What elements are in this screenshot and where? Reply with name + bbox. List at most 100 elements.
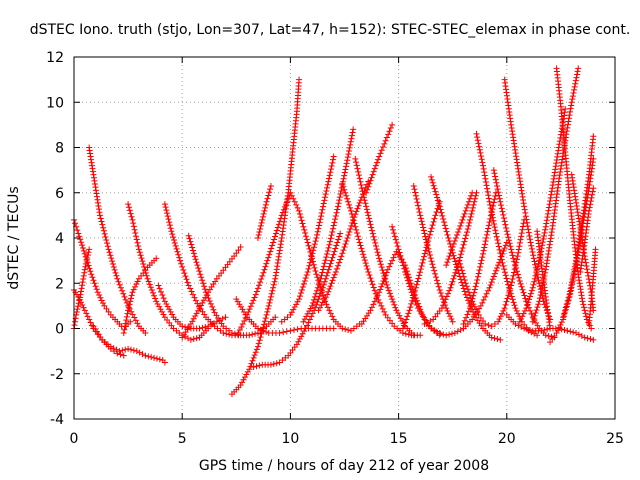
data-point [121, 326, 128, 333]
data-point [426, 231, 433, 238]
data-point [250, 354, 257, 361]
data-point [488, 323, 495, 330]
data-point [464, 311, 471, 318]
data-point [564, 124, 571, 131]
data-point [124, 310, 131, 317]
data-point [495, 189, 502, 196]
data-point [544, 326, 551, 333]
data-point [301, 316, 308, 323]
data-point [332, 245, 339, 252]
data-point [360, 254, 367, 261]
data-point [151, 354, 158, 361]
data-point [417, 212, 424, 219]
data-point [568, 99, 575, 106]
data-point [503, 298, 510, 305]
data-point [431, 267, 438, 274]
data-point [369, 171, 376, 178]
data-point [528, 287, 535, 294]
data-point [405, 310, 412, 317]
data-point [332, 268, 339, 275]
data-point [451, 272, 458, 279]
data-point [543, 220, 550, 227]
data-point [188, 241, 195, 248]
data-point [318, 209, 325, 216]
data-point [159, 308, 166, 315]
data-point [348, 222, 355, 229]
data-point [81, 266, 88, 273]
data-point [494, 237, 501, 244]
data-point [441, 299, 448, 306]
data-point [430, 264, 437, 271]
data-point [529, 284, 536, 291]
data-point [299, 330, 306, 337]
data-point [381, 275, 388, 282]
data-point [548, 188, 555, 195]
data-point [321, 260, 328, 267]
data-point [396, 312, 403, 319]
data-point [560, 310, 567, 317]
data-point [505, 284, 512, 291]
data-point [532, 272, 539, 279]
data-point [590, 336, 597, 343]
data-point [125, 204, 132, 211]
data-point [269, 242, 276, 249]
data-point [129, 216, 136, 223]
x-tick-label: 25 [606, 431, 624, 447]
data-point [265, 302, 272, 309]
data-point [580, 304, 587, 311]
data-point [428, 176, 435, 183]
data-point [574, 68, 581, 75]
data-point [269, 287, 276, 294]
data-point [304, 310, 311, 317]
data-point [360, 194, 367, 201]
data-point [497, 198, 504, 205]
data-point [458, 248, 465, 255]
data-point [571, 83, 578, 90]
data-point [401, 322, 408, 329]
data-point [262, 315, 269, 322]
data-point [404, 313, 411, 320]
data-point [258, 276, 265, 283]
data-point [492, 230, 499, 237]
data-point [169, 311, 176, 318]
data-point [369, 281, 376, 288]
data-point [248, 360, 255, 367]
data-point [372, 239, 379, 246]
data-series [90, 323, 168, 366]
data-point [485, 322, 492, 329]
data-point [148, 354, 155, 361]
data-point [326, 172, 333, 179]
data-point [483, 182, 490, 189]
data-point [451, 238, 458, 245]
data-point [443, 262, 450, 269]
data-point [412, 189, 419, 196]
data-point [446, 253, 453, 260]
data-point [280, 329, 287, 336]
data-point [445, 290, 452, 297]
data-point [98, 297, 105, 304]
data-point [561, 109, 568, 116]
data-point [263, 198, 270, 205]
data-point [457, 251, 464, 258]
data-point [517, 280, 524, 287]
data-point [339, 250, 346, 257]
data-point [314, 231, 321, 238]
data-point [500, 248, 507, 255]
data-point [471, 286, 478, 293]
data-point [103, 305, 110, 312]
data-point [172, 242, 179, 249]
data-point [308, 253, 315, 260]
data-point [475, 311, 482, 318]
data-point [372, 243, 379, 250]
data-series [389, 223, 443, 337]
data-point [434, 330, 441, 337]
data-point [515, 322, 522, 329]
data-point [116, 348, 123, 355]
data-point [476, 267, 483, 274]
data-point [74, 227, 81, 234]
data-point [139, 351, 146, 358]
data-point [365, 183, 372, 190]
data-point [291, 327, 298, 334]
data-point [473, 306, 480, 313]
data-point [337, 191, 344, 198]
